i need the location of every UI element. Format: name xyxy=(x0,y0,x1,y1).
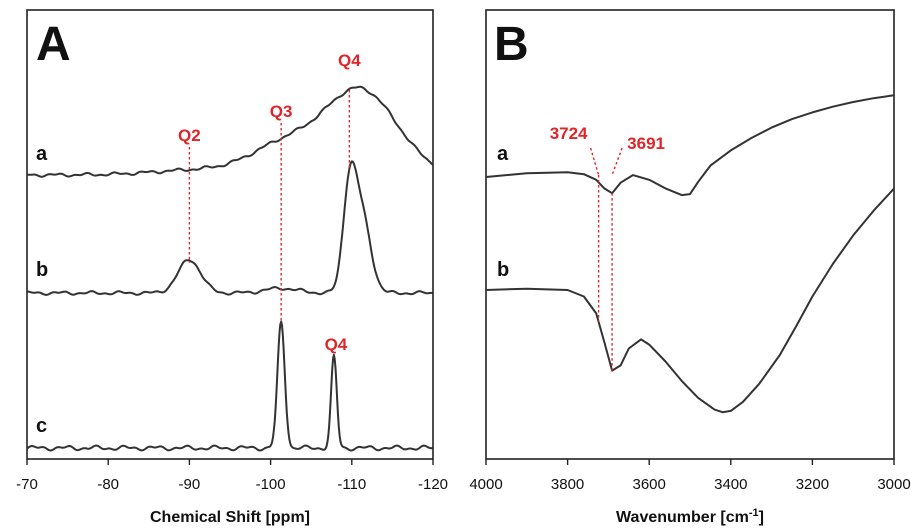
x-tick-label: 3000 xyxy=(877,476,910,493)
x-tick-label: -70 xyxy=(16,476,38,493)
panel-b-x-axis-label: Wavenumber [cm-1] xyxy=(616,507,764,526)
peak-annotation-label: Q2 xyxy=(178,126,201,145)
panel-a: -70 -80 -90 -100 -110 -120 A a b c Chemical S… xyxy=(16,9,448,526)
band-3724-leader xyxy=(589,147,600,176)
x-tick-label: 3800 xyxy=(551,476,584,493)
x-tick-label: 3400 xyxy=(714,476,747,493)
panel-b-x-axis-label-main: Wavenumber [cm xyxy=(616,509,749,526)
trace-label-b: b xyxy=(497,259,509,281)
panel-a-frame xyxy=(26,9,434,460)
x-tick-label: -90 xyxy=(179,476,201,493)
x-tick-label: 3200 xyxy=(796,476,829,493)
ir-trace-a xyxy=(485,94,895,197)
x-tick-label: -120 xyxy=(418,476,448,493)
band-annotation-label: 3724 xyxy=(550,124,588,143)
annotation-guides: Q2 Q3 Q4 Q4 3724 3691 xyxy=(178,51,665,371)
trace-label-b: b xyxy=(36,259,48,281)
panel-b: 4000 3800 3600 3400 3200 3000 B a b Wavenumbe… xyxy=(469,9,911,526)
peak-annotation-label: Q3 xyxy=(270,102,293,121)
panel-a-x-axis-label: Chemical Shift [ppm] xyxy=(150,509,310,526)
x-tick-label: -110 xyxy=(337,476,366,493)
trace-label-c: c xyxy=(36,415,47,437)
x-tick-label: -100 xyxy=(256,476,286,493)
panel-b-x-ticks: 4000 3800 3600 3400 3200 3000 xyxy=(469,459,911,493)
nmr-trace-b xyxy=(26,160,434,296)
x-tick-label: 4000 xyxy=(469,476,502,493)
trace-label-a: a xyxy=(497,143,509,165)
panel-a-curves xyxy=(26,85,434,452)
panel-a-label: A xyxy=(36,18,71,71)
trace-label-a: a xyxy=(36,143,48,165)
panel-b-x-axis-label-sup: -1 xyxy=(749,507,759,519)
panel-b-curves xyxy=(485,94,895,414)
ir-trace-b xyxy=(485,187,895,414)
nmr-trace-c xyxy=(26,320,434,452)
panel-b-label: B xyxy=(494,18,529,71)
panel-a-x-ticks: -70 -80 -90 -100 -110 -120 xyxy=(16,459,448,493)
panel-b-frame xyxy=(485,9,895,460)
band-annotation-label: 3691 xyxy=(627,134,665,153)
x-tick-label: 3600 xyxy=(633,476,666,493)
nmr-trace-a xyxy=(26,85,434,178)
x-tick-label: -80 xyxy=(97,476,119,493)
peak-annotation-label: Q4 xyxy=(338,51,361,70)
panel-b-x-axis-label-end: ] xyxy=(759,509,764,526)
peak-annotation-label: Q4 xyxy=(325,335,348,354)
band-3691-leader xyxy=(611,147,623,176)
